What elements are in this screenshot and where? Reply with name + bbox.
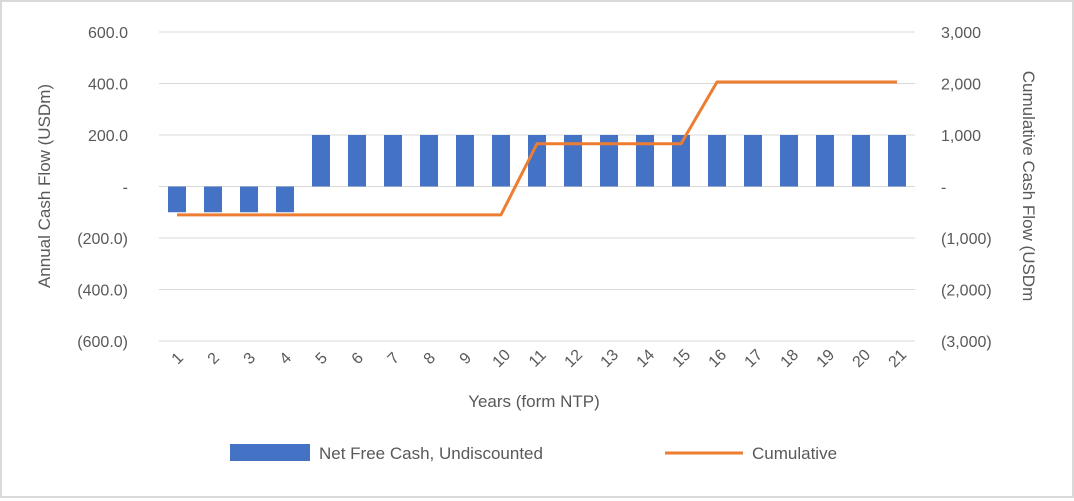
y2-tick-label: (3,000) [941,334,992,351]
y2-tick-label: 2,000 [941,77,981,94]
y2-tick-label: - [941,180,946,197]
x-tick-label: 15 [670,346,695,371]
bar-series [168,135,906,213]
bar [528,135,546,187]
x-tick-label: 5 [313,350,331,368]
y-tick-label: 200.0 [88,128,128,145]
x-tick-label: 2 [205,350,223,368]
bar [168,186,186,213]
bar [636,135,654,187]
x-tick-label: 20 [850,346,875,371]
y2-tick-label: (1,000) [941,231,992,248]
legend-line-label: Cumulative [752,444,837,463]
x-tick-label: 18 [778,346,803,371]
y-tick-label: (600.0) [77,334,128,351]
bar [600,135,618,187]
y2-tick-label: 3,000 [941,25,981,42]
cumulative-line [177,80,897,217]
x-tick-label: 3 [241,350,259,368]
bar [492,135,510,187]
x-tick-label: 4 [277,350,295,368]
x-tick-label: 10 [490,346,515,371]
y2-tick-label: 1,000 [941,128,981,145]
y2-tick-label: (2,000) [941,283,992,300]
x-tick-label: 19 [814,346,839,371]
x-tick-label: 13 [598,346,623,371]
y-tick-label: - [123,180,128,197]
x-tick-label: 9 [457,350,475,368]
x-tick-label: 11 [526,347,550,371]
bar [420,135,438,187]
legend-bar-label: Net Free Cash, Undiscounted [319,444,543,463]
bar [852,135,870,187]
bar [456,135,474,187]
bar [204,186,222,213]
bar [276,186,294,213]
left-axis-ticks: 600.0 400.0 200.0 - (200.0) (400.0) (600.0) [77,25,128,351]
x-tick-label: 6 [349,350,367,368]
y-tick-label: (400.0) [77,283,128,300]
x-tick-label: 16 [706,346,731,371]
x-tick-label: 21 [886,346,911,371]
bar [672,135,690,187]
bar [348,135,366,187]
x-tick-label: 12 [562,346,587,371]
y-tick-label: 400.0 [88,77,128,94]
legend: Net Free Cash, Undiscounted Cumulative [230,444,837,463]
x-tick-label: 14 [634,346,659,371]
y-tick-label: 600.0 [88,25,128,42]
bar [240,186,258,213]
x-tick-label: 17 [742,346,767,371]
y-tick-label: (200.0) [77,231,128,248]
x-axis-ticks: 1 2 3 4 5 6 7 8 9 10 11 12 13 14 15 16 17 18 19 20 21 [169,346,911,371]
y-axis-title: Annual Cash Flow (USDm) [35,84,54,288]
line-series [177,80,897,217]
y2-axis-title: Cumulative Cash Flow (USDm [1019,71,1038,302]
bar [312,135,330,187]
legend-bar-swatch [230,444,310,461]
bar [816,135,834,187]
bar [888,135,906,187]
x-axis-title: Years (form NTP) [468,392,600,411]
right-axis-ticks: 3,000 2,000 1,000 - (1,000) (2,000) (3,000) [941,25,992,351]
x-tick-label: 8 [421,350,439,368]
x-tick-label: 7 [385,350,403,368]
bar [744,135,762,187]
bar [564,135,582,187]
bar [780,135,798,187]
x-tick-label: 1 [169,350,187,368]
bar [384,135,402,187]
bar [708,135,726,187]
